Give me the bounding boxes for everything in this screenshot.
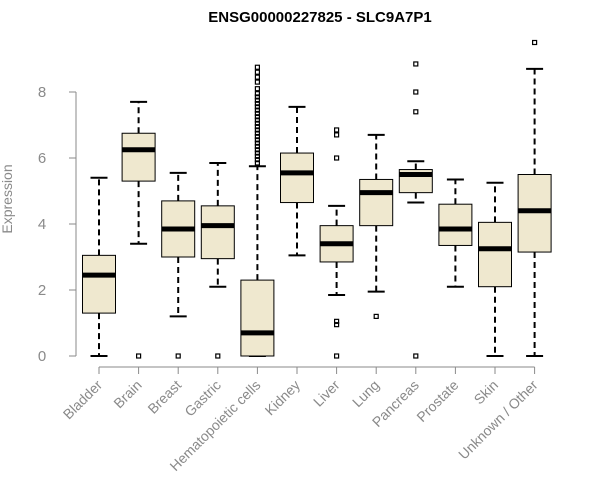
outlier-point — [254, 160, 260, 166]
iqr-box — [359, 178, 394, 227]
box-kidney — [280, 105, 314, 257]
chart-title: ENSG00000227825 - SLC9A7P1 — [208, 9, 431, 26]
outlier-point — [254, 137, 260, 143]
outlier-point — [254, 94, 260, 100]
outlier-point — [254, 120, 260, 126]
outlier-point — [373, 313, 379, 319]
box-bladder — [82, 176, 116, 357]
outlier-point — [136, 353, 142, 359]
iqr-box — [200, 205, 235, 260]
y-tick-label: 0 — [38, 348, 46, 365]
outlier-point — [254, 100, 260, 107]
y-ticks: 0 2 4 6 8 — [38, 84, 76, 365]
iqr-box — [121, 132, 156, 182]
x-tick-label: Skin — [471, 377, 502, 408]
outlier-point — [413, 89, 419, 95]
outlier-point — [413, 109, 419, 115]
y-tick-label: 6 — [38, 150, 46, 167]
outlier-point — [334, 155, 340, 161]
outlier-point — [334, 353, 340, 359]
outlier-point — [254, 86, 260, 92]
outlier-point — [254, 97, 260, 103]
outlier-point — [413, 353, 419, 359]
x-tick-label: Bladder — [60, 377, 106, 423]
box-prostate — [438, 178, 473, 288]
outlier-point — [175, 353, 181, 359]
outlier-point — [254, 79, 260, 85]
outlier-point — [254, 107, 260, 113]
y-tick-label: 8 — [38, 84, 46, 101]
outlier-point — [254, 91, 260, 97]
outlier-point — [254, 74, 260, 80]
outlier-point — [254, 130, 260, 136]
x-tick-label: Kidney — [262, 377, 304, 419]
x-tick-label: Prostate — [413, 377, 461, 425]
box-unknown-other — [517, 39, 552, 357]
box-skin — [478, 181, 512, 357]
outlier-point — [334, 318, 340, 324]
outlier-point — [254, 104, 260, 110]
iqr-box — [240, 279, 275, 357]
outlier-point — [254, 133, 260, 140]
outlier-point — [254, 143, 260, 150]
x-tick-label: Lung — [349, 377, 382, 410]
outlier-point — [334, 127, 340, 133]
x-tick-label: Liver — [310, 377, 343, 410]
outlier-point — [254, 114, 260, 120]
box-liver — [319, 127, 354, 359]
outlier-point — [334, 322, 340, 328]
boxes — [82, 39, 552, 359]
outlier-point — [254, 110, 260, 117]
outlier-point — [334, 132, 340, 138]
outlier-point — [254, 150, 260, 156]
outlier-point — [254, 140, 260, 146]
outlier-point — [254, 124, 260, 130]
iqr-box — [478, 221, 512, 288]
x-tick-label: Breast — [144, 377, 184, 417]
x-tick-label: Brain — [110, 377, 144, 411]
box-gastric — [200, 161, 235, 359]
outlier-point — [254, 117, 260, 123]
box-hematopoietic-cells — [240, 64, 275, 357]
iqr-box — [280, 152, 314, 204]
outlier-point — [254, 64, 260, 70]
outlier-point — [254, 147, 260, 153]
box-breast — [161, 171, 196, 359]
iqr-box — [82, 254, 116, 314]
box-brain — [121, 100, 156, 359]
outlier-point — [254, 69, 260, 75]
outlier-point — [215, 353, 221, 359]
outlier-point — [254, 127, 260, 133]
outlier-point — [254, 157, 260, 163]
box-pancreas — [398, 61, 433, 359]
y-tick-label: 2 — [38, 282, 46, 299]
box-lung — [359, 133, 394, 319]
outlier-point — [413, 61, 419, 67]
y-tick-label: 4 — [38, 216, 46, 233]
outlier-point — [254, 153, 260, 159]
outlier-point — [531, 39, 538, 46]
y-axis-label: Expression — [0, 164, 15, 233]
iqr-box — [438, 203, 473, 246]
